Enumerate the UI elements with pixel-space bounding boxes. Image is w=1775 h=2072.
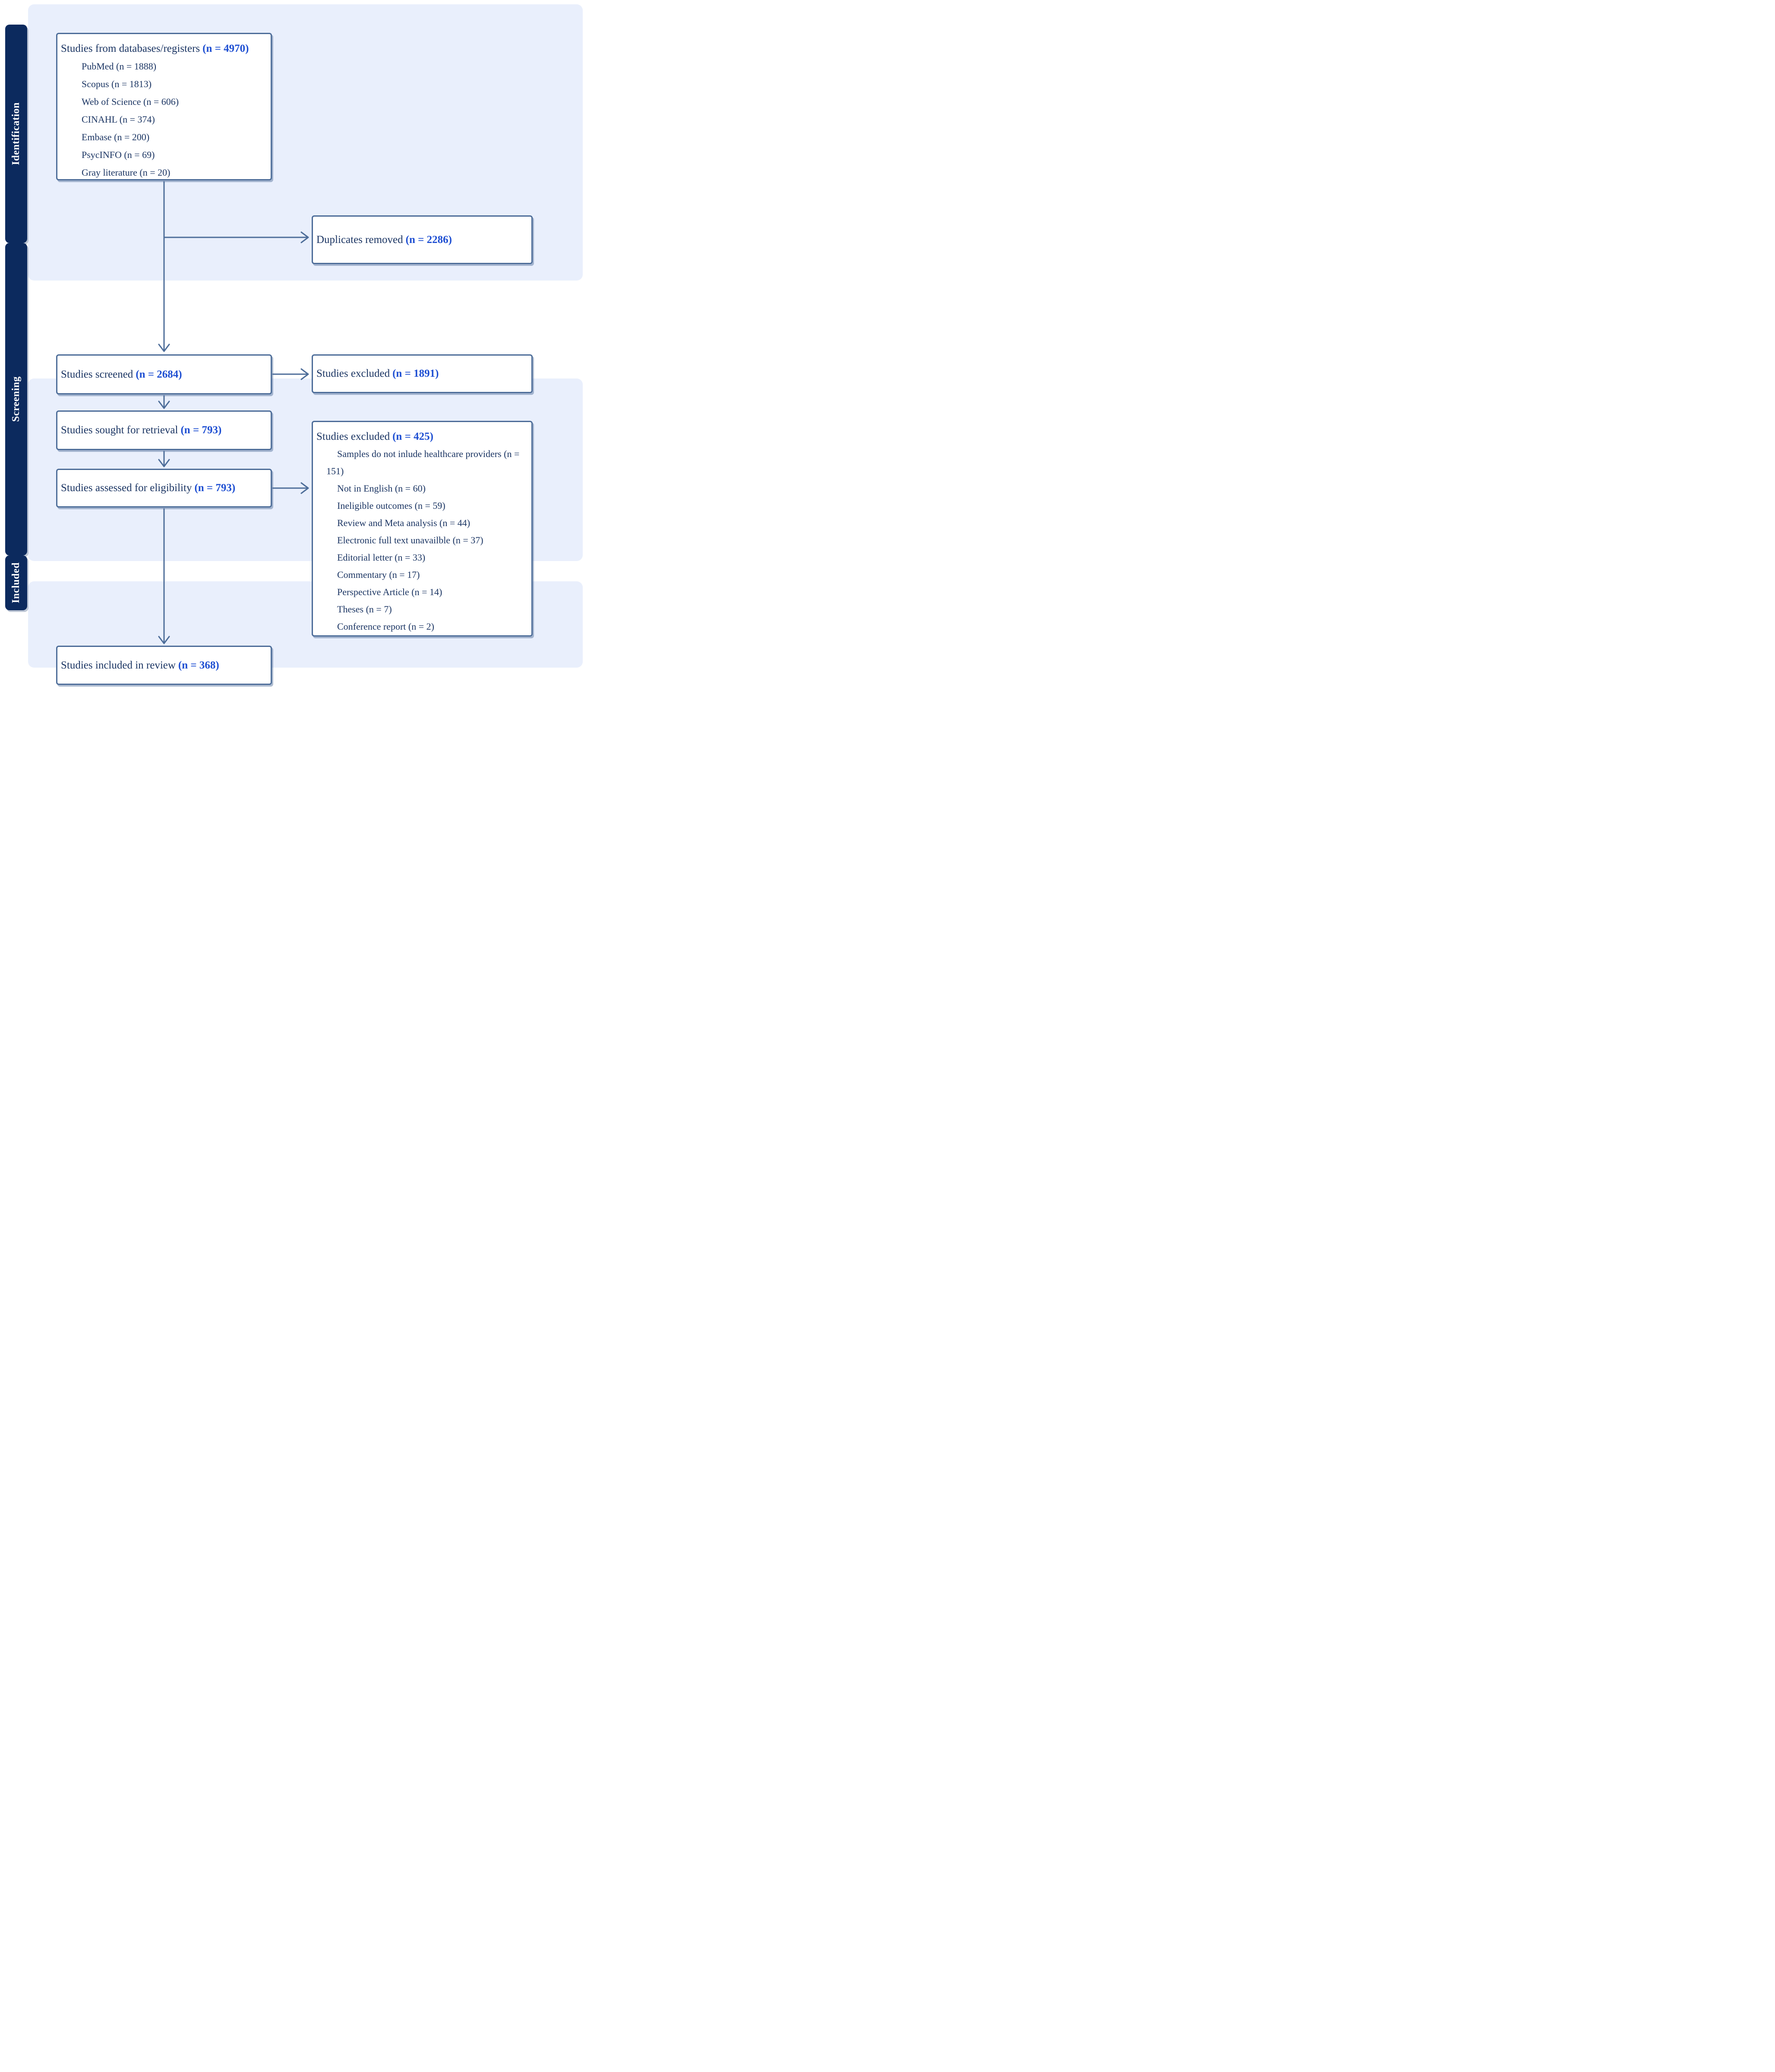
list-item: Theses (n = 7) (337, 604, 392, 615)
list-item: Gray literature (n = 20) (82, 167, 171, 178)
box-studies-screened: Studies screened (n = 2684) (56, 354, 272, 394)
box-studies-included: Studies included in review (n = 368) (56, 646, 272, 685)
sidebar-stage-identification: Identification (5, 25, 27, 243)
box-count: (n = 2286) (405, 233, 452, 246)
box-title-text: Studies excluded (316, 431, 390, 442)
list-item: Electronic full text unavailble (n = 37) (337, 535, 483, 546)
list-item: Samples do not inlude healthcare provide… (326, 448, 520, 476)
box-title: Studies assessed for eligibility (n = 793… (57, 479, 241, 497)
stage-label-included: Included (10, 562, 22, 603)
list-item: Review and Meta analysis (n = 44) (337, 517, 471, 528)
list-item: CINAHL (n = 374) (82, 114, 155, 125)
list-item: Web of Science (n = 606) (82, 96, 179, 107)
list-item: PubMed (n = 1888) (82, 61, 157, 72)
box-title: Duplicates removed (n = 2286) (313, 231, 458, 249)
box-title-text: Duplicates removed (316, 233, 403, 246)
sidebar-stage-screening: Screening (5, 243, 27, 555)
box-title-text: Studies sought for retrieval (61, 424, 178, 436)
box-count: (n = 368) (178, 659, 219, 671)
box-count: (n = 425) (392, 431, 433, 442)
box-count: (n = 793) (180, 424, 222, 436)
list-item: PsycINFO (n = 69) (82, 149, 155, 160)
box-studies-from-databases: Studies from databases/registers (n = 497… (56, 33, 272, 180)
box-title-text: Studies excluded (316, 368, 390, 379)
list-item: Conference report (n = 2) (337, 621, 434, 632)
box-title: Studies screened (n = 2684) (57, 366, 188, 383)
box-title-text: Studies screened (61, 368, 133, 380)
box-duplicates-removed: Duplicates removed (n = 2286) (312, 215, 533, 264)
box-count: (n = 793) (194, 482, 236, 494)
prisma-flow-diagram: Identification Screening Included (0, 0, 592, 691)
box-title: Studies sought for retrieval (n = 793) (57, 422, 227, 439)
arrow-screened-to-excluded (272, 368, 309, 380)
stage-label-identification: Identification (10, 102, 22, 165)
database-list: PubMed (n = 1888) Scopus (n = 1813) Web of… (71, 57, 265, 181)
sidebar-stage-included: Included (5, 555, 27, 610)
box-count: (n = 2684) (136, 368, 182, 380)
exclusion-reason-list: Samples do not inlude healthcare provide… (326, 445, 525, 635)
box-count: (n = 1891) (392, 368, 439, 379)
box-title: Studies excluded (n = 1891) (313, 365, 445, 382)
list-item: Not in English (n = 60) (337, 483, 426, 494)
box-studies-sought: Studies sought for retrieval (n = 793) (56, 410, 272, 450)
list-item: Perspective Article (n = 14) (337, 587, 442, 597)
list-item: Commentary (n = 17) (337, 569, 420, 580)
box-title: Studies excluded (n = 425) (316, 428, 525, 445)
box-count: (n = 4970) (202, 43, 249, 54)
box-title-text: Studies included in review (61, 659, 176, 671)
stage-label-screening: Screening (10, 376, 22, 422)
box-studies-assessed: Studies assessed for eligibility (n = 793… (56, 469, 272, 508)
box-studies-excluded-screening: Studies excluded (n = 1891) (312, 354, 533, 393)
box-title: Studies from databases/registers (n = 497… (61, 40, 265, 57)
list-item: Ineligible outcomes (n = 59) (337, 500, 445, 511)
box-studies-excluded-eligibility: Studies excluded (n = 425) Samples do not… (312, 421, 533, 637)
list-item: Editorial letter (n = 33) (337, 552, 426, 563)
box-title: Studies included in review (n = 368) (57, 657, 225, 674)
list-item: Embase (n = 200) (82, 132, 150, 142)
box-title-text: Studies assessed for eligibility (61, 482, 192, 494)
list-item: Scopus (n = 1813) (82, 79, 152, 89)
box-title-text: Studies from databases/registers (61, 43, 200, 54)
